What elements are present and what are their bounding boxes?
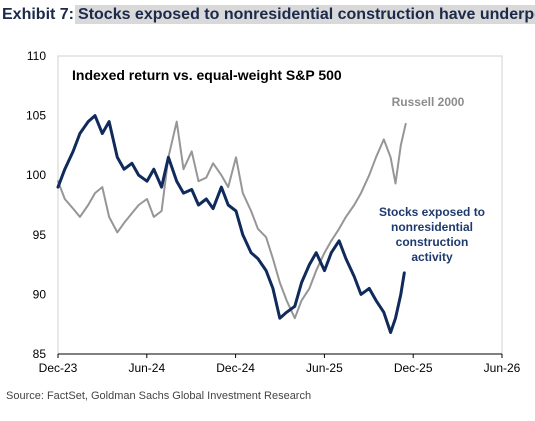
exhibit-number: Exhibit 7: <box>2 6 75 23</box>
y-tick-label: 110 <box>27 49 46 63</box>
y-tick-label: 95 <box>33 228 47 242</box>
x-tick-label: Jun-24 <box>128 361 165 375</box>
y-tick-label: 90 <box>33 287 47 301</box>
nonres-label-line: activity <box>411 250 453 264</box>
exhibit-title: Stocks exposed to nonresidential constru… <box>75 5 535 24</box>
x-tick-label: Dec-23 <box>39 361 78 375</box>
nonres-label-line: nonresidential <box>391 220 473 234</box>
nonres-label-line: construction <box>396 235 469 249</box>
y-tick-label: 105 <box>26 109 46 123</box>
line-chart: Indexed return vs. equal-weight S&P 500 … <box>26 49 521 375</box>
nonres-construction-label: Stocks exposed to nonresidential construct… <box>379 205 485 264</box>
x-tick-label: Dec-24 <box>216 361 255 375</box>
exhibit-header: Exhibit 7: Stocks exposed to nonresidenti… <box>0 2 535 28</box>
y-axis-ticks: 85 90 95 100 105 110 <box>26 49 46 361</box>
series-annotations: Russell 2000 Stocks exposed to nonresident… <box>379 95 485 264</box>
x-axis-ticks: Dec-23 Jun-24 Dec-24 Jun-25 Dec-25 Jun-26 <box>39 354 521 375</box>
series-lines <box>56 114 407 334</box>
nonres-construction-line <box>56 114 406 334</box>
russell-2000-line <box>57 120 407 320</box>
russell-2000-label: Russell 2000 <box>392 95 465 109</box>
y-tick-label: 85 <box>33 347 47 361</box>
x-tick-label: Dec-25 <box>394 361 433 375</box>
x-tick-label: Jun-25 <box>306 361 343 375</box>
y-tick-label: 100 <box>26 168 46 182</box>
nonres-label-line: Stocks exposed to <box>379 205 485 219</box>
chart-title: Indexed return vs. equal-weight S&P 500 <box>72 67 342 83</box>
source-note: Source: FactSet, Goldman Sachs Global In… <box>6 390 312 402</box>
x-tick-label: Jun-26 <box>484 361 521 375</box>
